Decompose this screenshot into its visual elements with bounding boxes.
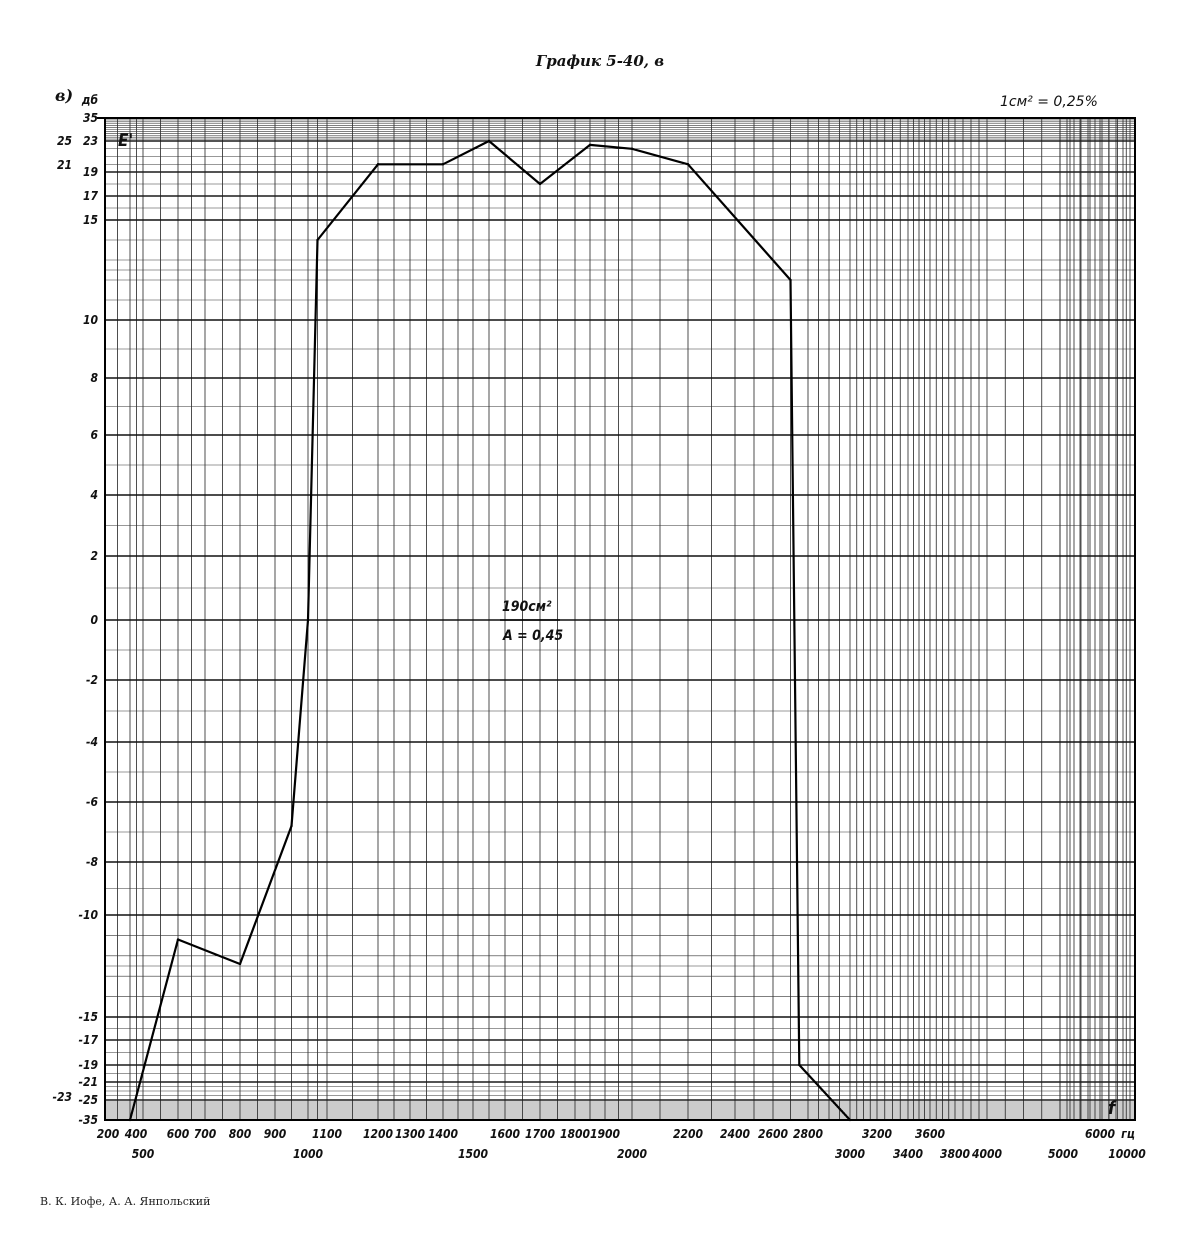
y-tick-label: -21 (78, 1075, 98, 1089)
annotation-area: 190см² (502, 599, 552, 615)
series-point (290, 824, 293, 828)
plot-border (104, 117, 1136, 1121)
x-axis-label: f (1108, 1098, 1117, 1119)
x-tick-label: 3600 (915, 1127, 946, 1141)
x-tick-label: 2200 (673, 1127, 704, 1141)
series-point (176, 938, 180, 941)
x-tick-label-lower: 5000 (1048, 1147, 1079, 1161)
y-tick-label: 6 (90, 428, 98, 442)
x-tick-label: 1400 (428, 1127, 459, 1141)
y-tick-label: 2 (90, 549, 98, 563)
x-tick-label: 1900 (590, 1127, 621, 1141)
x-tick-label: 900 (264, 1127, 287, 1141)
y-tick-label: 8 (90, 371, 98, 385)
annotation-coef: A = 0,45 (502, 628, 563, 644)
series-point (487, 139, 491, 143)
x-tick-label: гц (1121, 1127, 1135, 1141)
y-tick-label: -25 (78, 1093, 98, 1107)
y-tick-label: -8 (86, 855, 98, 869)
x-tick-label: 1300 (395, 1127, 426, 1141)
y-tick-label: 17 (83, 189, 99, 203)
series-point (798, 1063, 801, 1067)
axis-labels: дб 35 23 19 17 15 10 8 6 4 2 0 -2 -4 -6 -8 -10 -15 -17 -19 -… (52, 93, 1146, 1161)
series-point (848, 1118, 852, 1122)
y-tick-label: дб (81, 93, 98, 107)
x-tick-label: 2600 (758, 1127, 789, 1141)
y-tick-label: 23 (83, 134, 98, 148)
x-tick-label: 200 (97, 1127, 120, 1141)
x-tick-label-lower: 1000 (293, 1147, 324, 1161)
series-point (376, 163, 380, 166)
series-point (128, 1118, 132, 1122)
y-axis-label: E' (118, 131, 133, 151)
x-tick-label: 1800 (560, 1127, 591, 1141)
series-point (316, 238, 319, 242)
y-tick-label: 15 (83, 213, 98, 227)
x-tick-label-lower: 3000 (835, 1147, 866, 1161)
x-tick-label-lower: 2000 (617, 1147, 648, 1161)
y-tick-label-far: 21 (57, 158, 72, 172)
series-point (789, 278, 792, 282)
y-tick-label: -17 (78, 1033, 98, 1047)
data-series (128, 139, 852, 1122)
y-tick-label: -15 (78, 1010, 98, 1024)
y-tick-label: -4 (86, 735, 98, 749)
annotations: 190см² A = 0,45 (500, 599, 563, 644)
x-tick-label: 2400 (720, 1127, 751, 1141)
y-tick-label: 35 (83, 111, 98, 125)
series-point (630, 147, 634, 150)
y-tick-label: 10 (83, 313, 99, 327)
x-tick-label: 600 (167, 1127, 190, 1141)
series-line (128, 139, 851, 1121)
plot-frame (97, 117, 1136, 1121)
footer-credit: В. К. Иофе, А. А. Янпольский (40, 1195, 211, 1208)
series-point (588, 143, 592, 147)
x-tick-label: 1600 (490, 1127, 521, 1141)
y-tick-label-far: -23 (52, 1090, 72, 1104)
series-point (238, 962, 242, 966)
x-tick-label-lower: 1500 (458, 1147, 489, 1161)
x-tick-label: 3200 (862, 1127, 893, 1141)
y-tick-label: -2 (86, 673, 98, 687)
scale-note: 1см² = 0,25% (1000, 94, 1098, 110)
x-tick-label: 1200 (363, 1127, 394, 1141)
x-tick-label-lower: 3400 (893, 1147, 924, 1161)
x-tick-label: 800 (229, 1127, 252, 1141)
y-tick-label: -19 (78, 1058, 98, 1072)
x-tick-label-lower: 500 (132, 1147, 155, 1161)
series-point (306, 618, 310, 622)
y-tick-label: 4 (90, 488, 98, 502)
y-tick-label: 19 (83, 165, 99, 179)
x-tick-label: 700 (194, 1127, 217, 1141)
x-tick-label-lower: 4000 (972, 1147, 1003, 1161)
x-tick-label-lower: 10000 (1108, 1147, 1146, 1161)
y-tick-label: 0 (90, 613, 98, 627)
chart-title: График 5-40, в (535, 52, 665, 70)
x-tick-label: 6000 (1085, 1127, 1116, 1141)
x-tick-label: 400 (125, 1127, 148, 1141)
x-tick-label: 1700 (525, 1127, 556, 1141)
y-tick-label: -6 (86, 795, 98, 809)
grid (104, 117, 1136, 1121)
y-tick-label-far: 25 (57, 134, 72, 148)
panel-label: в) (55, 86, 74, 105)
x-tick-label: 1100 (312, 1127, 343, 1141)
y-tick-label: -35 (78, 1113, 98, 1127)
y-tick-label: -10 (78, 908, 98, 922)
x-tick-label-lower: 3800 (940, 1147, 971, 1161)
series-point (686, 163, 690, 166)
series-point (538, 182, 542, 186)
x-tick-label: 2800 (793, 1127, 824, 1141)
series-point (441, 163, 445, 166)
